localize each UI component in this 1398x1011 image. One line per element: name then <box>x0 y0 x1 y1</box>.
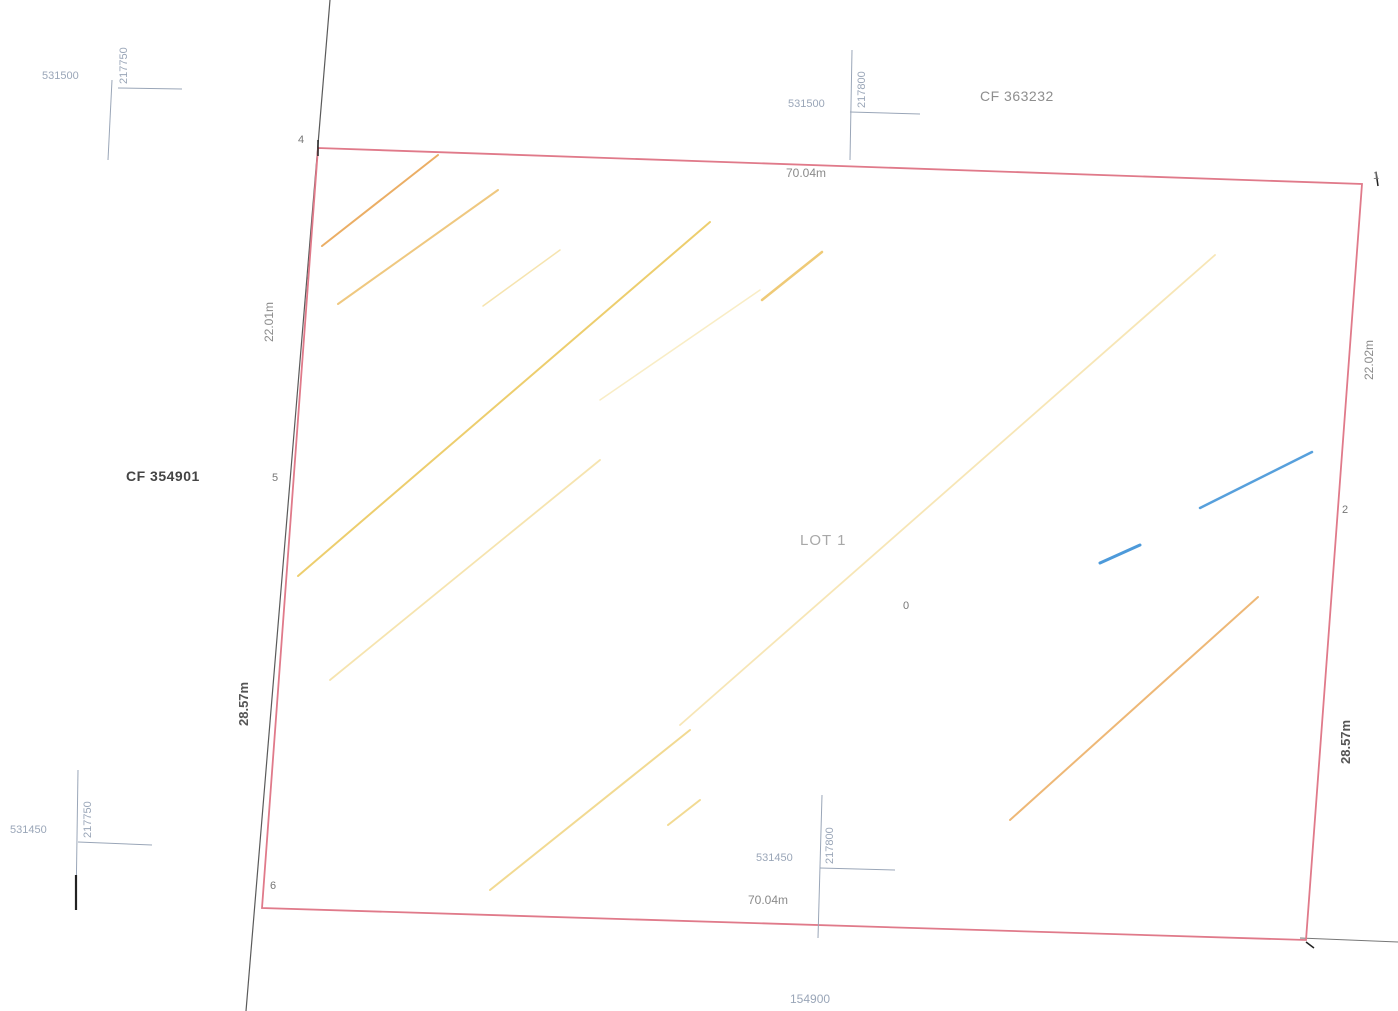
grid-ticks <box>75 49 921 939</box>
lot-boundary <box>261 147 1363 941</box>
parcel-label-north: CF 363232 <box>980 88 1054 104</box>
lot-hatching <box>297 154 1259 891</box>
dimension-east-upper: 22.02m <box>1362 339 1376 380</box>
corner-marks <box>317 140 1379 949</box>
grid-northing-bottom-left: 217750 <box>82 801 94 838</box>
grid-northing-top-left: 217750 <box>118 47 130 84</box>
corner-label-e: 2 <box>1342 504 1349 516</box>
dimension-south: 70.04m <box>748 893 789 907</box>
dimension-west-upper: 22.01m <box>262 301 276 342</box>
corner-label-ne: 1 <box>1373 170 1380 182</box>
grid-easting-top-left: 531500 <box>42 70 79 82</box>
grid-easting-bottom-left: 531450 <box>10 824 47 836</box>
water-line <box>1098 450 1314 565</box>
parcel-label-west: CF 354901 <box>126 468 200 484</box>
grid-easting-bottom-center: 531450 <box>756 852 793 864</box>
grid-northing-bottom-center: 217800 <box>824 827 836 864</box>
grid-northing-top-center: 217800 <box>856 71 868 108</box>
grid-axis-bottom: 154900 <box>790 992 831 1006</box>
south-frame-line <box>1299 937 1398 943</box>
corner-label-sw: 6 <box>270 880 277 892</box>
dimension-west-lower: 28.57m <box>236 681 251 726</box>
lot-label: LOT 1 <box>800 532 847 549</box>
lot-marker: 0 <box>903 600 910 612</box>
grid-easting-top-center: 531500 <box>788 98 825 110</box>
dimension-east-lower: 28.57m <box>1338 719 1353 764</box>
dimension-north: 70.04m <box>786 166 827 180</box>
corner-label-nw: 4 <box>298 134 305 146</box>
corner-label-w-mid: 5 <box>272 472 279 484</box>
